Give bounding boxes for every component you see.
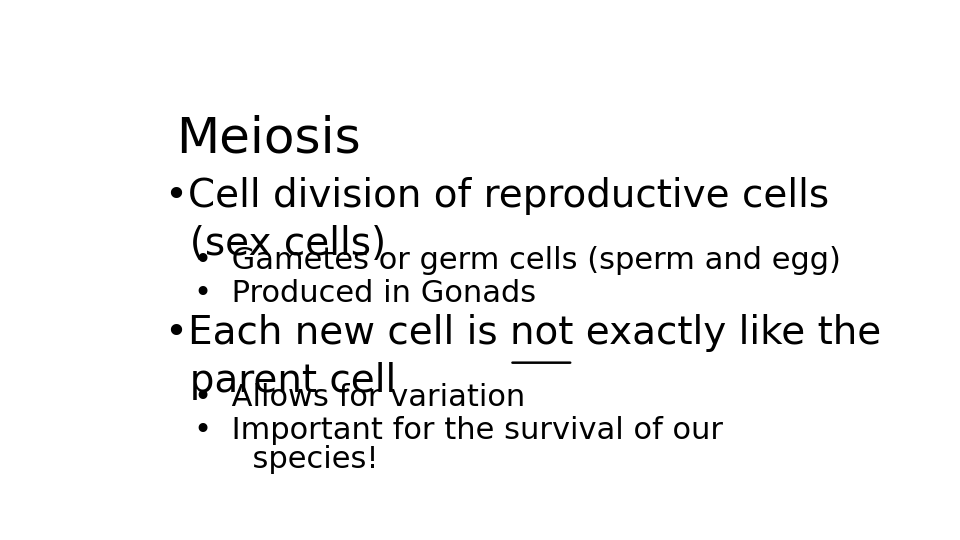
Text: •  Allows for variation: • Allows for variation xyxy=(194,383,526,412)
Text: parent cell: parent cell xyxy=(165,362,396,400)
Text: •  Produced in Gonads: • Produced in Gonads xyxy=(194,279,537,308)
Text: •Cell division of reproductive cells: •Cell division of reproductive cells xyxy=(165,177,828,215)
Text: •Each new cell is not exactly like the: •Each new cell is not exactly like the xyxy=(165,314,881,352)
Text: (sex cells): (sex cells) xyxy=(165,225,386,263)
Text: •  Important for the survival of our: • Important for the survival of our xyxy=(194,416,724,445)
Text: •  Gametes or germ cells (sperm and egg): • Gametes or germ cells (sperm and egg) xyxy=(194,246,841,275)
Text: species!: species! xyxy=(194,446,379,474)
Text: Meiosis: Meiosis xyxy=(176,114,361,163)
